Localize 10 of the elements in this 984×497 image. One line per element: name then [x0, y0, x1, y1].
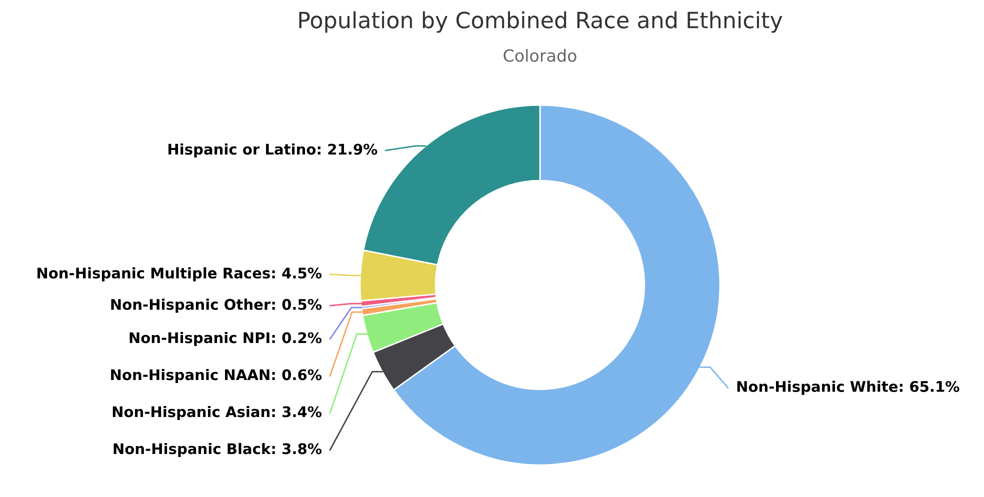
chart-title: Population by Combined Race and Ethnicity [299, 11, 782, 33]
chart-subtitle: Colorado [504, 48, 576, 62]
slice-label: Non-Hispanic NPI: 0.2% [130, 332, 322, 346]
slice-label: Non-Hispanic Multiple Races: 4.5% [38, 267, 322, 282]
slice-label: Non-Hispanic Black: 3.8% [114, 442, 322, 458]
slice-label: Non-Hispanic NAAN: 0.6% [111, 368, 322, 384]
slice-label: Non-Hispanic Other: 0.5% [111, 298, 322, 313]
slice-label: Non-Hispanic White: 65.1% [737, 380, 960, 395]
slice-label: Non-Hispanic Asian: 3.4% [112, 406, 322, 420]
slice-label: Hispanic or Latino: 21.9% [168, 143, 378, 158]
